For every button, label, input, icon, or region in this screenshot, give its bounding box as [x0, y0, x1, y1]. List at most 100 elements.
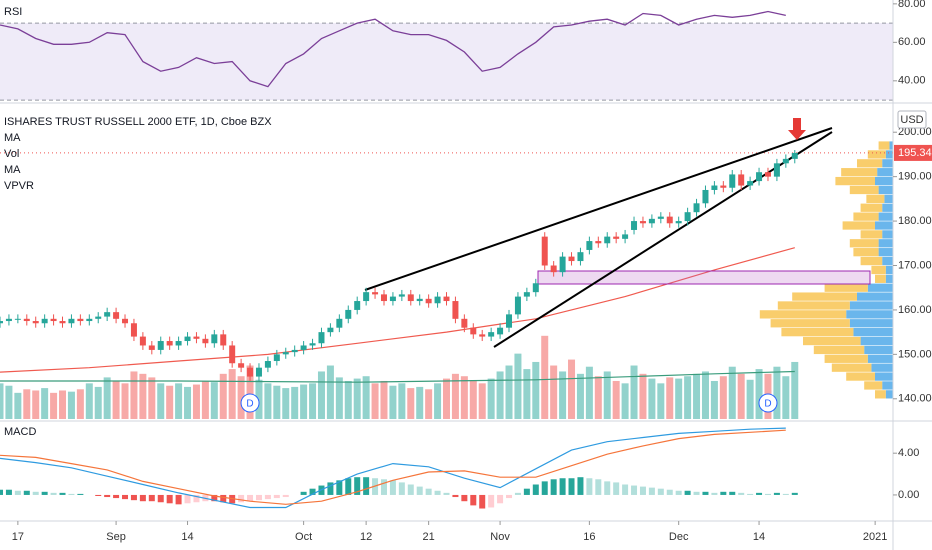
- volume-bar: [389, 385, 397, 419]
- volume-bar: [773, 366, 781, 419]
- candle-body: [220, 334, 227, 346]
- volume-bar: [264, 383, 272, 419]
- volume-bar: [362, 376, 370, 419]
- candle-body: [452, 301, 459, 319]
- volume-bar: [451, 373, 459, 419]
- volume-bar: [0, 383, 4, 419]
- volume-bar: [23, 389, 31, 419]
- candle-body: [202, 338, 209, 344]
- macd-histogram-bar: [488, 494, 495, 508]
- macd-histogram-bar: [166, 494, 173, 504]
- macd-histogram-bar: [211, 494, 218, 502]
- dividend-marker: [758, 393, 778, 413]
- volume-bar: [603, 371, 611, 419]
- macd-histogram-bar: [443, 492, 450, 495]
- vpvr-up: [875, 274, 886, 283]
- macd-histogram-bar: [595, 479, 602, 495]
- macd-histogram-bar: [702, 491, 709, 495]
- volume-bar: [693, 373, 701, 419]
- macd-histogram-bar: [122, 494, 129, 500]
- vpvr-up: [813, 345, 865, 355]
- candle-body: [604, 236, 611, 244]
- y-tick-label: 0.00: [898, 489, 919, 501]
- macd-histogram-bar: [104, 494, 111, 498]
- macd-histogram-bar: [613, 482, 620, 495]
- vpvr-up: [867, 150, 886, 159]
- macd-histogram-bar: [541, 481, 548, 495]
- macd-histogram-bar: [95, 494, 102, 496]
- signal-line: [0, 429, 786, 505]
- volume-bar: [380, 380, 388, 419]
- macd-histogram-bar: [247, 494, 254, 502]
- vpvr-down: [846, 310, 893, 319]
- volume-bar: [184, 386, 192, 419]
- arrow: [788, 118, 806, 140]
- vpvr-up: [866, 194, 885, 203]
- dividend-label: D: [246, 399, 253, 410]
- candle-body: [380, 294, 387, 302]
- volume-bar: [228, 369, 236, 419]
- macd-title: MACD: [4, 426, 36, 438]
- x-tick-label: 14: [753, 531, 765, 543]
- candle-body: [184, 336, 191, 342]
- candle-body: [175, 341, 182, 346]
- vpvr-up: [864, 381, 883, 390]
- candle-body: [229, 345, 236, 364]
- candle-body: [273, 354, 280, 362]
- volume-bar: [50, 392, 58, 419]
- macd-histogram-bar: [648, 487, 655, 495]
- volume-bar: [434, 383, 442, 419]
- vpvr-down: [867, 283, 893, 292]
- volume-bar: [130, 371, 138, 419]
- candle-body: [738, 174, 745, 186]
- macd-histogram-bar: [327, 482, 334, 495]
- x-tick-label: Oct: [295, 531, 312, 543]
- dividend-marker: [240, 393, 260, 413]
- currency-box: [897, 110, 927, 129]
- macd-histogram-bar: [264, 494, 271, 500]
- vpvr-up: [875, 390, 886, 399]
- volume-bar: [443, 378, 450, 419]
- macd-histogram-bar: [32, 491, 39, 495]
- vpvr-down: [857, 292, 893, 301]
- volume-bar: [255, 379, 263, 419]
- macd-histogram-bar: [345, 478, 352, 495]
- volume-bar: [371, 383, 379, 419]
- candle-body: [130, 323, 137, 337]
- macd-histogram-bar: [139, 494, 146, 502]
- volume-bar: [630, 365, 638, 419]
- macd-histogram-bar: [184, 494, 191, 504]
- macd-histogram-bar: [568, 478, 575, 495]
- volume-bar: [175, 383, 183, 419]
- candle-body: [59, 321, 66, 324]
- volume-bar: [335, 377, 343, 419]
- y-tick-label: 190.00: [898, 171, 932, 183]
- x-tick-label: 21: [423, 531, 435, 543]
- volume-bar: [85, 383, 93, 419]
- macd-histogram-bar: [113, 494, 120, 499]
- candle-body: [443, 296, 450, 302]
- macd-histogram-bar: [514, 492, 521, 495]
- vpvr-down: [878, 248, 893, 257]
- candle-body: [389, 296, 396, 302]
- candle-body: [77, 318, 84, 322]
- macd-histogram-bar: [77, 493, 84, 495]
- rsi-title: RSI: [4, 6, 22, 18]
- macd-histogram-bar: [497, 494, 504, 504]
- volume-bar: [559, 371, 567, 419]
- volume-bar: [237, 376, 245, 419]
- macd-histogram-bar: [0, 489, 3, 495]
- candle-body: [264, 361, 271, 368]
- volume-bar: [416, 386, 424, 419]
- vpvr-down: [878, 239, 893, 248]
- macd-histogram-bar: [693, 491, 700, 495]
- vpvr-down: [882, 159, 893, 168]
- macd-histogram-bar: [684, 490, 691, 495]
- volume-bar: [568, 359, 576, 419]
- macd-histogram-bar: [461, 494, 468, 502]
- macd-histogram-bar: [363, 477, 370, 495]
- vpvr-up: [824, 283, 868, 292]
- macd-histogram-bar: [255, 494, 262, 501]
- candle-body: [702, 189, 709, 204]
- candle-body: [318, 332, 325, 344]
